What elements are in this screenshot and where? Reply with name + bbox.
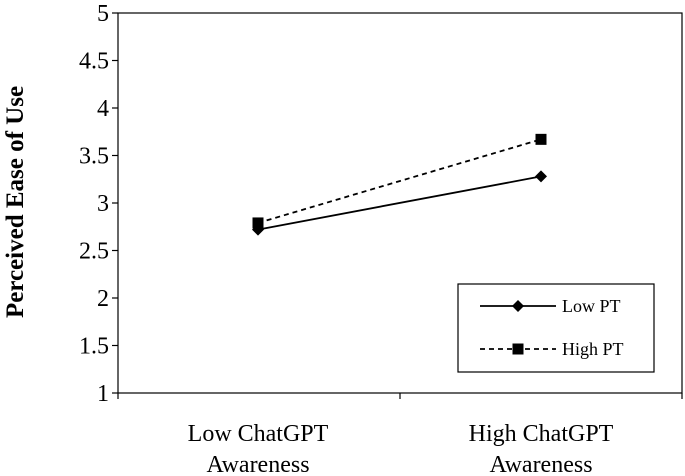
x-tick-label: Low ChatGPT Awareness (188, 421, 329, 476)
y-tick-label: 2.5 (79, 239, 109, 265)
legend-label: High PT (562, 339, 624, 359)
legend-marker (512, 300, 524, 312)
y-tick-label: 1 (97, 381, 109, 407)
legend-item: High PT (480, 339, 624, 359)
data-point (535, 133, 547, 145)
y-axis-title: Perceived Ease of Use (2, 86, 29, 318)
legend-label: Low PT (562, 296, 621, 316)
x-tick-label-line: High ChatGPT (469, 421, 614, 447)
data-point (535, 170, 547, 183)
legend-box (457, 283, 655, 373)
x-tick-label: High ChatGPT Awareness (469, 421, 614, 476)
legend: Low PT High PT (457, 283, 655, 373)
series-high-pt (252, 133, 547, 229)
series-line (257, 175, 542, 231)
y-tick-label: 3.5 (79, 144, 109, 170)
legend-marker (512, 343, 524, 355)
y-axis: 1 1.5 2 2.5 3 3.5 4 4.5 5 (79, 1, 118, 407)
x-tick-label-line: Awareness (489, 452, 592, 476)
data-point (252, 217, 264, 229)
series-line (257, 138, 542, 224)
x-tick-label-line: Low ChatGPT (188, 421, 329, 447)
series-low-pt (252, 170, 547, 236)
y-tick-label: 1.5 (79, 334, 109, 360)
series-layer (252, 133, 547, 236)
y-tick-label: 2 (97, 286, 109, 312)
y-tick-label: 4 (97, 96, 109, 122)
y-tick-label: 3 (97, 191, 109, 217)
x-tick-label-line: Awareness (206, 452, 309, 476)
x-axis: Low ChatGPT Awareness High ChatGPT Awarenes… (117, 393, 683, 476)
legend-item: Low PT (480, 296, 621, 316)
y-tick-label: 5 (97, 1, 109, 27)
y-tick-label: 4.5 (79, 49, 109, 75)
